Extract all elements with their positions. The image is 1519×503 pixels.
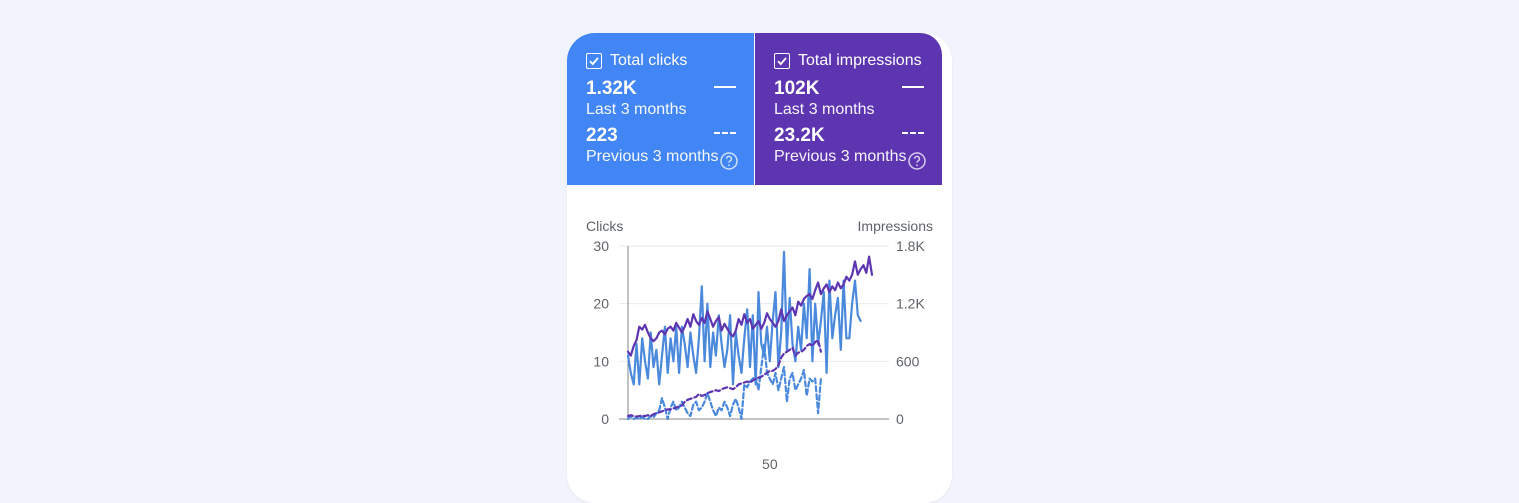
performance-card: Total clicks 1.32K Last 3 months 223 Pre… — [567, 33, 952, 503]
tile-title: Total clicks — [610, 52, 688, 69]
current-impressions-value: 102K — [774, 78, 820, 99]
y-axis-title-right: Impressions — [857, 218, 933, 234]
tile-title: Total impressions — [798, 52, 922, 69]
checkbox-checked-icon[interactable] — [774, 53, 790, 69]
checkbox-checked-icon[interactable] — [586, 53, 602, 69]
series-line-clicks-previous — [626, 342, 822, 421]
current-clicks-value: 1.32K — [586, 78, 637, 99]
help-circle-icon[interactable] — [719, 151, 739, 171]
legend-solid-line-icon — [714, 86, 736, 88]
y-tick-label-left: 30 — [593, 238, 609, 254]
legend-solid-line-icon — [902, 86, 924, 88]
x-tick-label: 50 — [762, 456, 778, 472]
legend-dashed-line-icon — [902, 132, 924, 134]
metric-tiles: Total clicks 1.32K Last 3 months 223 Pre… — [567, 33, 942, 185]
previous-period-label: Previous 3 months — [774, 148, 907, 165]
chart-area: Clicks Impressions 0 0 10 600 20 1.2K 30 1.8K 50 — [567, 185, 952, 503]
y-tick-label-right: 600 — [896, 353, 920, 369]
previous-clicks-value: 223 — [586, 125, 618, 146]
y-tick-label-left: 0 — [601, 411, 609, 427]
current-period-label: Last 3 months — [774, 101, 875, 118]
tile-total-impressions[interactable]: Total impressions 102K Last 3 months 23.… — [755, 33, 942, 185]
previous-period-label: Previous 3 months — [586, 148, 719, 165]
help-circle-icon[interactable] — [907, 151, 927, 171]
y-tick-label-right: 1.8K — [896, 238, 925, 254]
current-period-label: Last 3 months — [586, 101, 687, 118]
series-line-impressions-previous — [626, 339, 822, 418]
line-chart: 0 0 10 600 20 1.2K 30 1.8K 50 — [593, 238, 925, 472]
y-tick-label-right: 1.2K — [896, 296, 925, 312]
y-tick-label-right: 0 — [896, 411, 904, 427]
tile-total-clicks[interactable]: Total clicks 1.32K Last 3 months 223 Pre… — [567, 33, 754, 185]
y-axis-title-left: Clicks — [586, 218, 624, 234]
y-tick-label-left: 20 — [593, 296, 609, 312]
series-line-clicks-current — [626, 250, 862, 386]
tile-header: Total impressions — [774, 52, 922, 70]
tile-header: Total clicks — [586, 52, 687, 70]
series-line-impressions-current — [626, 255, 874, 357]
y-tick-label-left: 10 — [593, 353, 609, 369]
legend-dashed-line-icon — [714, 132, 736, 134]
previous-impressions-value: 23.2K — [774, 125, 825, 146]
